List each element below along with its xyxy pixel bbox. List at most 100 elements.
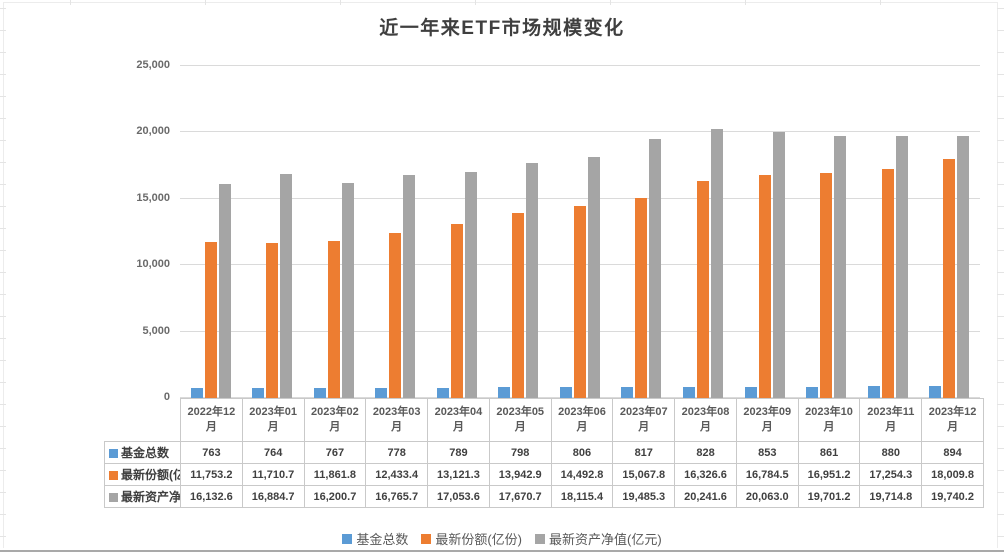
bar (711, 129, 724, 398)
gridline (180, 131, 980, 133)
bar (464, 171, 477, 398)
x-category-label: 2023年08月 (674, 398, 737, 442)
series-swatch-icon (109, 471, 118, 480)
y-axis: 0 5,000 10,000 15,000 20,000 25,000 (60, 59, 170, 403)
table-value-cell: 14,492.8 (550, 463, 614, 486)
bar-group (672, 66, 734, 398)
x-category-label: 2023年12月 (921, 398, 984, 442)
table-value-cell: 16,132.6 (180, 485, 243, 508)
table-value-cell: 11,861.8 (303, 463, 367, 486)
table-value-cell: 13,121.3 (427, 463, 490, 486)
bar (526, 163, 539, 398)
bar (436, 387, 449, 398)
bar (806, 386, 819, 398)
table-value-cell: 11,710.7 (241, 463, 305, 486)
x-category-label: 2023年06月 (550, 398, 614, 442)
y-tick-label: 10,000 (136, 258, 170, 271)
table-value-cell: 19,714.8 (859, 485, 923, 508)
series-swatch-icon (109, 449, 118, 458)
bar-group (611, 66, 673, 398)
legend-label: 最新资产净值(亿元) (549, 532, 662, 547)
bar (280, 173, 293, 398)
x-category-label: 2023年11月 (859, 398, 923, 442)
bar (389, 232, 402, 398)
table-value-cell: 19,485.3 (612, 485, 676, 508)
bar (559, 387, 572, 398)
table-value-cell: 19,740.2 (921, 485, 984, 508)
table-value-cell: 13,942.9 (488, 463, 552, 486)
table-value-cell: 20,241.6 (674, 485, 737, 508)
series-row-header: 最新份额(亿份) (104, 463, 181, 486)
table-value-cell: 17,053.6 (427, 485, 490, 508)
bar-series (180, 66, 980, 398)
series-row-header: 最新资产净值(亿元) (104, 485, 181, 508)
bar (943, 158, 956, 398)
x-category-label: 2023年05月 (488, 398, 552, 442)
table-value-cell: 861 (797, 441, 861, 464)
table-value-cell: 18,009.8 (921, 463, 984, 486)
bar (375, 387, 388, 398)
y-tick-label: 25,000 (136, 59, 170, 71)
bar (512, 212, 525, 398)
table-value-cell: 12,433.4 (365, 463, 429, 486)
table-row: 基金总数 763 764 767 778 789 798 806 817 828 853 861 880… (104, 441, 984, 464)
bar-group (242, 66, 304, 398)
table-value-cell: 16,765.7 (365, 485, 429, 508)
bar (341, 182, 354, 398)
bar (403, 175, 416, 398)
x-category-label: 2023年09月 (735, 398, 799, 442)
bar (683, 387, 696, 398)
legend-label: 基金总数 (356, 532, 409, 547)
legend-item: 最新资产净值(亿元) (535, 529, 662, 548)
table-value-cell: 763 (180, 441, 243, 464)
bar (313, 387, 326, 398)
bar (929, 386, 942, 398)
y-tick-label: 0 (163, 391, 170, 403)
bar (867, 386, 880, 398)
bar-group (549, 66, 611, 398)
x-category-label: 2023年10月 (797, 398, 861, 442)
table-value-cell: 11,753.2 (180, 463, 243, 486)
series-row-header: 基金总数 (104, 441, 181, 464)
bar (697, 181, 710, 398)
bar (758, 175, 771, 398)
plot-area (180, 65, 980, 398)
x-category-label: 2023年01月 (241, 398, 305, 442)
y-tick-label: 20,000 (136, 125, 170, 138)
bar (772, 131, 785, 398)
table-value-cell: 798 (488, 441, 552, 464)
table-corner-cell (105, 399, 181, 442)
bar-group (426, 66, 488, 398)
bar-group (918, 66, 980, 398)
table-value-cell: 19,701.2 (797, 485, 861, 508)
table-value-cell: 880 (859, 441, 923, 464)
bar-group (857, 66, 919, 398)
bar-group (488, 66, 550, 398)
sheet-row-ticks-right (997, 8, 1004, 546)
bar-group (303, 66, 365, 398)
table-value-cell: 778 (365, 441, 429, 464)
data-table: 2022年12月 2023年01月 2023年02月 2023年03月 2023年04月… (104, 398, 984, 508)
bar (218, 183, 231, 398)
table-value-cell: 18,115.4 (550, 485, 614, 508)
bar (450, 223, 463, 398)
window-bottom-edge (0, 550, 1004, 552)
bar (621, 387, 634, 398)
table-value-cell: 16,200.7 (303, 485, 367, 508)
sheet-col-ticks-top (70, 0, 1004, 5)
legend-item: 最新份额(亿份) (421, 529, 522, 548)
bar-group (180, 66, 242, 398)
gridline (180, 197, 980, 199)
bar (190, 387, 203, 398)
table-value-cell: 853 (735, 441, 799, 464)
table-value-cell: 806 (550, 441, 614, 464)
table-value-cell: 15,067.8 (612, 463, 676, 486)
bar-group (795, 66, 857, 398)
bar (573, 205, 586, 398)
y-tick-label: 5,000 (142, 324, 170, 337)
bar (820, 172, 833, 398)
table-value-cell: 767 (303, 441, 367, 464)
x-category-label: 2023年07月 (612, 398, 676, 442)
bar-group (365, 66, 427, 398)
x-category-label: 2023年04月 (427, 398, 490, 442)
